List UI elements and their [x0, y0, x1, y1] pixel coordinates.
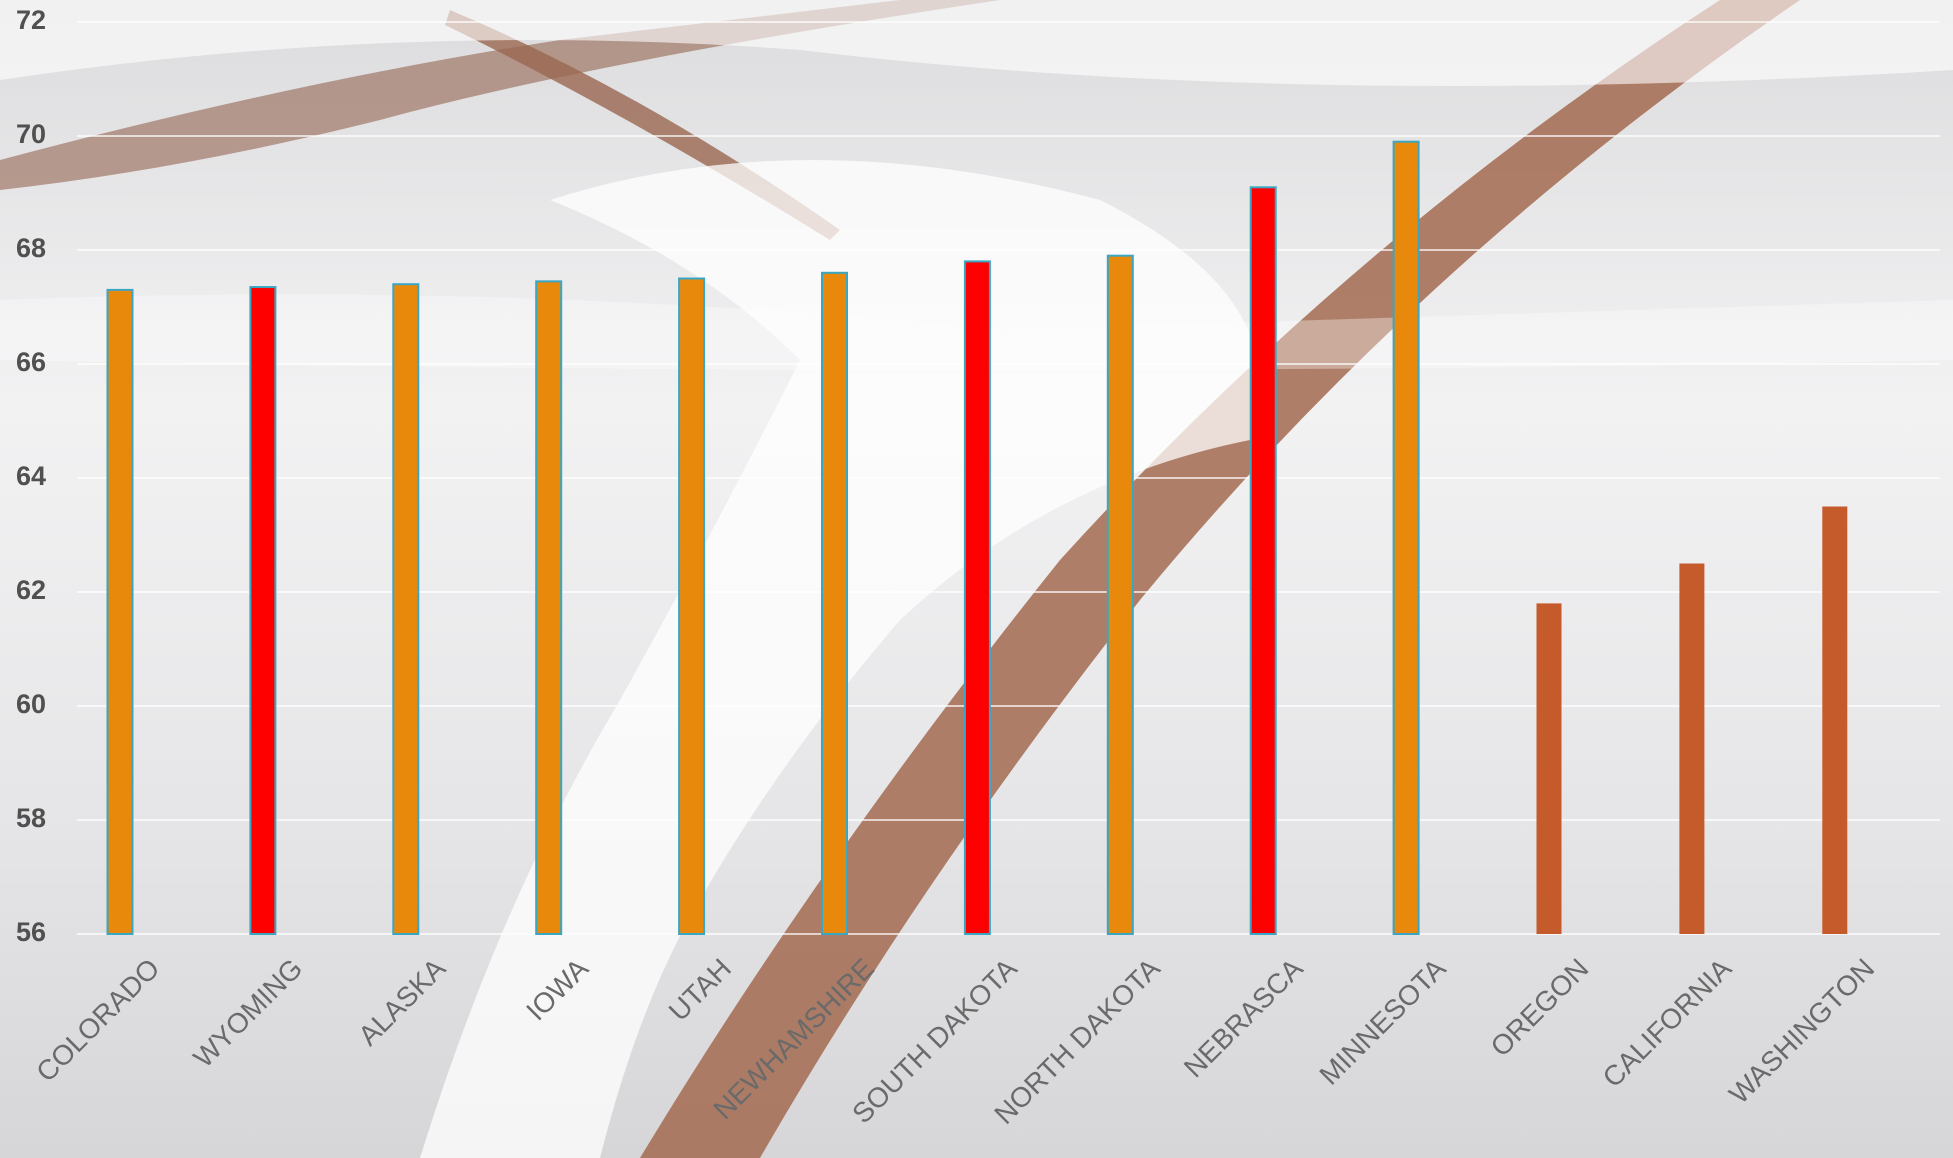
y-tick-label: 70: [16, 119, 46, 149]
y-tick-label: 64: [16, 461, 46, 491]
bar: [1536, 603, 1562, 934]
bar: [1679, 563, 1705, 934]
y-tick-label: 62: [16, 575, 46, 605]
bar: [1249, 186, 1277, 936]
bar: [106, 288, 134, 935]
y-tick-label: 66: [16, 347, 46, 377]
bar: [963, 260, 991, 935]
bar: [678, 277, 706, 935]
y-tick-label: 72: [16, 5, 46, 35]
y-tick-label: 58: [16, 803, 46, 833]
bar: [1106, 254, 1134, 935]
bar: [392, 283, 420, 935]
y-tick-label: 68: [16, 233, 46, 263]
bar: [821, 271, 848, 935]
bar: [535, 280, 563, 936]
y-tick-label: 56: [16, 917, 46, 947]
y-tick-label: 60: [16, 689, 46, 719]
bar: [249, 286, 277, 935]
bar: [1822, 506, 1848, 934]
bar: [1392, 140, 1420, 935]
